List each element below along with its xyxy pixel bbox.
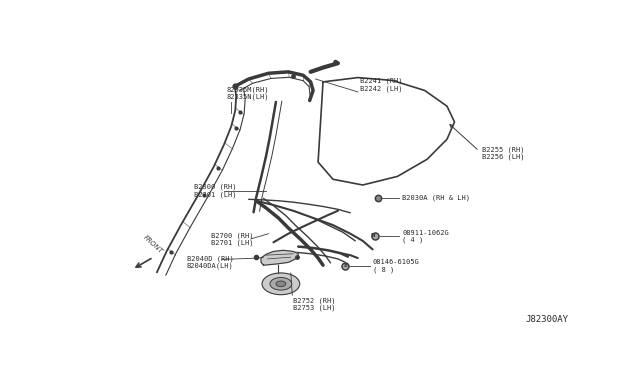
Text: J82300AY: J82300AY <box>525 315 568 324</box>
Circle shape <box>276 281 286 287</box>
Text: B2700 (RH)
B2701 (LH): B2700 (RH) B2701 (LH) <box>211 232 254 246</box>
Text: 82335M(RH)
82335N(LH): 82335M(RH) 82335N(LH) <box>227 87 269 100</box>
Text: FRONT: FRONT <box>143 235 164 255</box>
Text: B2241 (RH)
B2242 (LH): B2241 (RH) B2242 (LH) <box>360 78 403 92</box>
Circle shape <box>270 278 292 290</box>
Text: 08146-6105G
( 8 ): 08146-6105G ( 8 ) <box>372 259 419 273</box>
Text: N: N <box>371 233 375 238</box>
Polygon shape <box>261 250 298 265</box>
Text: B2255 (RH)
B2256 (LH): B2255 (RH) B2256 (LH) <box>482 147 524 160</box>
Text: B2040D (RH)
B2040DA(LH): B2040D (RH) B2040DA(LH) <box>187 255 234 269</box>
Text: B: B <box>344 263 348 268</box>
Text: 08911-1062G
( 4 ): 08911-1062G ( 4 ) <box>403 230 449 243</box>
Text: B2752 (RH)
B2753 (LH): B2752 (RH) B2753 (LH) <box>293 297 336 311</box>
Text: B2300 (RH)
B2301 (LH): B2300 (RH) B2301 (LH) <box>194 184 237 198</box>
Circle shape <box>262 273 300 295</box>
Text: B2030A (RH & LH): B2030A (RH & LH) <box>403 195 470 201</box>
